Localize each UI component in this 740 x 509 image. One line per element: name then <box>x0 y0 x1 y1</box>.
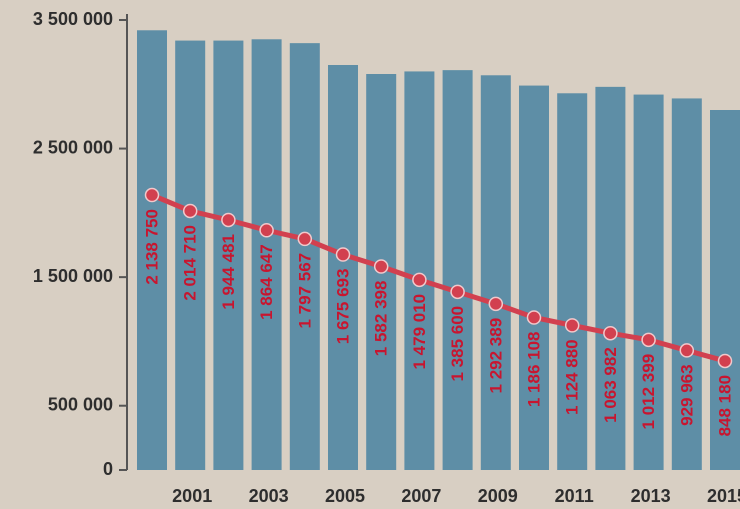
point <box>641 332 656 348</box>
bar <box>137 30 167 471</box>
x-tick-label: 2011 <box>555 486 594 506</box>
bar <box>328 65 358 470</box>
value-label: 1 675 693 <box>333 269 352 345</box>
bar <box>595 86 626 470</box>
bar <box>442 70 473 471</box>
point <box>412 272 427 288</box>
bar <box>213 40 244 470</box>
point <box>335 247 351 262</box>
line <box>151 192 726 364</box>
bar <box>710 110 740 470</box>
x-tick-label: 2001 <box>172 486 212 506</box>
value-label: 1 864 647 <box>257 244 276 320</box>
x-tick-label: 2003 <box>249 486 289 506</box>
value-label: 2 138 750 <box>142 209 161 285</box>
value-label: 1 186 108 <box>524 332 543 408</box>
value-label: 1 292 389 <box>486 318 505 394</box>
point <box>450 284 465 300</box>
bar <box>480 75 511 471</box>
y-tick-label: 1 500 000 <box>33 266 113 286</box>
point <box>603 325 618 341</box>
value-label: 1 124 880 <box>563 339 582 415</box>
bar <box>404 71 435 470</box>
value-label: 929 963 <box>677 364 696 425</box>
value-label: 1 797 567 <box>295 253 314 329</box>
bar <box>289 43 320 471</box>
x-tick-label: 2005 <box>325 486 365 506</box>
x-tick-label: 2015 <box>707 486 740 506</box>
x-tick-label: 2013 <box>631 486 671 506</box>
value-label: 1 582 398 <box>372 281 391 357</box>
value-label: 1 479 010 <box>410 294 429 370</box>
point <box>488 296 504 312</box>
point <box>144 187 160 203</box>
point <box>221 212 236 228</box>
value-label: 1 063 982 <box>601 347 620 423</box>
x-tick-label: 2009 <box>478 486 518 506</box>
x-tick-label: 2007 <box>401 486 441 506</box>
value-label: 2 014 710 <box>181 225 200 301</box>
value-label: 848 180 <box>715 375 734 436</box>
y-tick-label: 500 000 <box>48 394 113 414</box>
value-label: 1 944 481 <box>219 234 238 310</box>
point <box>564 318 580 333</box>
bar <box>175 40 206 470</box>
point <box>297 231 313 247</box>
point <box>259 223 274 238</box>
point <box>717 353 733 369</box>
bar <box>557 93 588 471</box>
point <box>526 310 542 325</box>
bar <box>633 94 664 471</box>
y-tick-label: 3 500 000 <box>33 9 113 29</box>
bar <box>671 98 702 470</box>
bar <box>519 85 549 471</box>
y-tick-label: 0 <box>103 459 113 479</box>
point <box>373 259 389 274</box>
value-label: 1 012 399 <box>639 354 658 430</box>
point <box>679 343 695 358</box>
value-label: 1 385 600 <box>448 306 467 382</box>
point <box>182 203 198 219</box>
y-tick-label: 2 500 000 <box>33 137 113 157</box>
bar <box>251 39 282 471</box>
